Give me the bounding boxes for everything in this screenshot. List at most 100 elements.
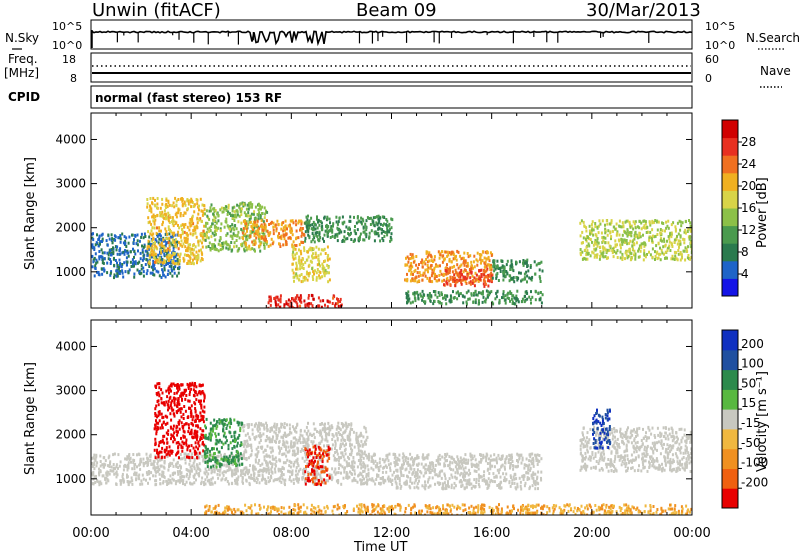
power-cell (622, 221, 624, 224)
velocity-cell (344, 458, 346, 461)
power-cell (505, 302, 507, 305)
velocity-cell (278, 468, 280, 471)
power-cell (642, 234, 644, 237)
velocity-cell (243, 472, 245, 475)
power-cell (245, 213, 247, 216)
power-cell (685, 220, 687, 223)
power-cell (116, 248, 118, 251)
power-cell (147, 230, 149, 233)
velocity-cell (295, 431, 297, 434)
velocity-cell (372, 468, 374, 471)
velocity-cell (162, 426, 164, 429)
velocity-cell (222, 429, 224, 432)
power-cell (486, 250, 488, 253)
power-cell (607, 256, 609, 259)
power-cell (324, 234, 326, 237)
power-cell (464, 296, 466, 299)
power-cell (283, 303, 285, 306)
velocity-cell (242, 476, 244, 479)
power-cell (407, 261, 409, 264)
power-cell (106, 262, 108, 265)
velocity-cell (354, 473, 356, 476)
power-cell (505, 298, 507, 301)
velocity-cell (116, 483, 118, 486)
velocity-cell (281, 471, 283, 474)
power-cell (150, 272, 152, 275)
power-cell (275, 223, 277, 226)
power-cell (354, 225, 356, 228)
velocity-cell (174, 392, 176, 395)
power-cell (151, 201, 153, 204)
velocity-cell (113, 463, 115, 466)
power-cell (171, 255, 173, 258)
power-cell (318, 254, 320, 257)
power-cell (602, 252, 604, 255)
velocity-cell (103, 474, 105, 477)
freq-right-tick-bottom: 0 (705, 72, 712, 85)
power-cell (492, 277, 494, 280)
velocity-cell (271, 471, 273, 474)
velocity-cell (160, 482, 162, 485)
velocity-cell (256, 477, 258, 480)
power-cell (661, 252, 663, 255)
velocity-cell (367, 464, 369, 467)
power-cell (159, 211, 161, 214)
power-cell (168, 201, 170, 204)
velocity-cell (238, 434, 240, 437)
velocity-cell (119, 465, 121, 468)
velocity-cell (338, 460, 340, 463)
power-cell (187, 234, 189, 237)
power-cell (208, 245, 210, 248)
velocity-cell (225, 471, 227, 474)
power-cell (284, 234, 286, 237)
power-cell (192, 234, 194, 237)
velocity-cell (346, 427, 348, 430)
velocity-cell (152, 474, 154, 477)
power-cell (168, 237, 170, 240)
power-cell (446, 263, 448, 266)
power-cell (509, 274, 511, 277)
power-cell (462, 301, 464, 304)
velocity-cell (155, 424, 157, 427)
power-cell (589, 233, 591, 236)
power-cell (663, 238, 665, 241)
velocity-cell (331, 467, 333, 470)
power-cell (472, 275, 474, 278)
power-cell (467, 262, 469, 265)
power-cell (623, 225, 625, 228)
power-cell (304, 240, 306, 243)
power-cell (465, 261, 467, 264)
velocity-cell (226, 418, 228, 421)
power-cell (152, 197, 154, 200)
velocity-cell (279, 479, 281, 482)
velocity-cell (366, 482, 368, 485)
power-cell (189, 247, 191, 250)
velocity-cell (306, 433, 308, 436)
power-cell (475, 293, 477, 296)
velocity-cell (179, 464, 181, 467)
velocity-cell (231, 452, 233, 455)
power-cell (112, 241, 114, 244)
power-cell (358, 220, 360, 223)
power-cell (353, 216, 355, 219)
velocity-cell (331, 476, 333, 479)
velocity-cell (132, 459, 134, 462)
power-cell (423, 260, 425, 263)
power-cell (142, 248, 144, 251)
power-cell (296, 294, 298, 297)
power-cell (128, 236, 130, 239)
power-cell (108, 254, 110, 257)
power-cell (232, 209, 234, 212)
power-cell (461, 283, 463, 286)
power-cell (114, 273, 116, 276)
power-cell (299, 267, 301, 270)
velocity-cell (194, 467, 196, 470)
velocity-cell (138, 477, 140, 480)
power-cell (624, 257, 626, 260)
power-cell (187, 249, 189, 252)
power-cell (685, 246, 687, 249)
velocity-cell (166, 446, 168, 449)
power-cell (325, 225, 327, 228)
velocity-cell (155, 414, 157, 417)
velocity-cell (216, 462, 218, 465)
